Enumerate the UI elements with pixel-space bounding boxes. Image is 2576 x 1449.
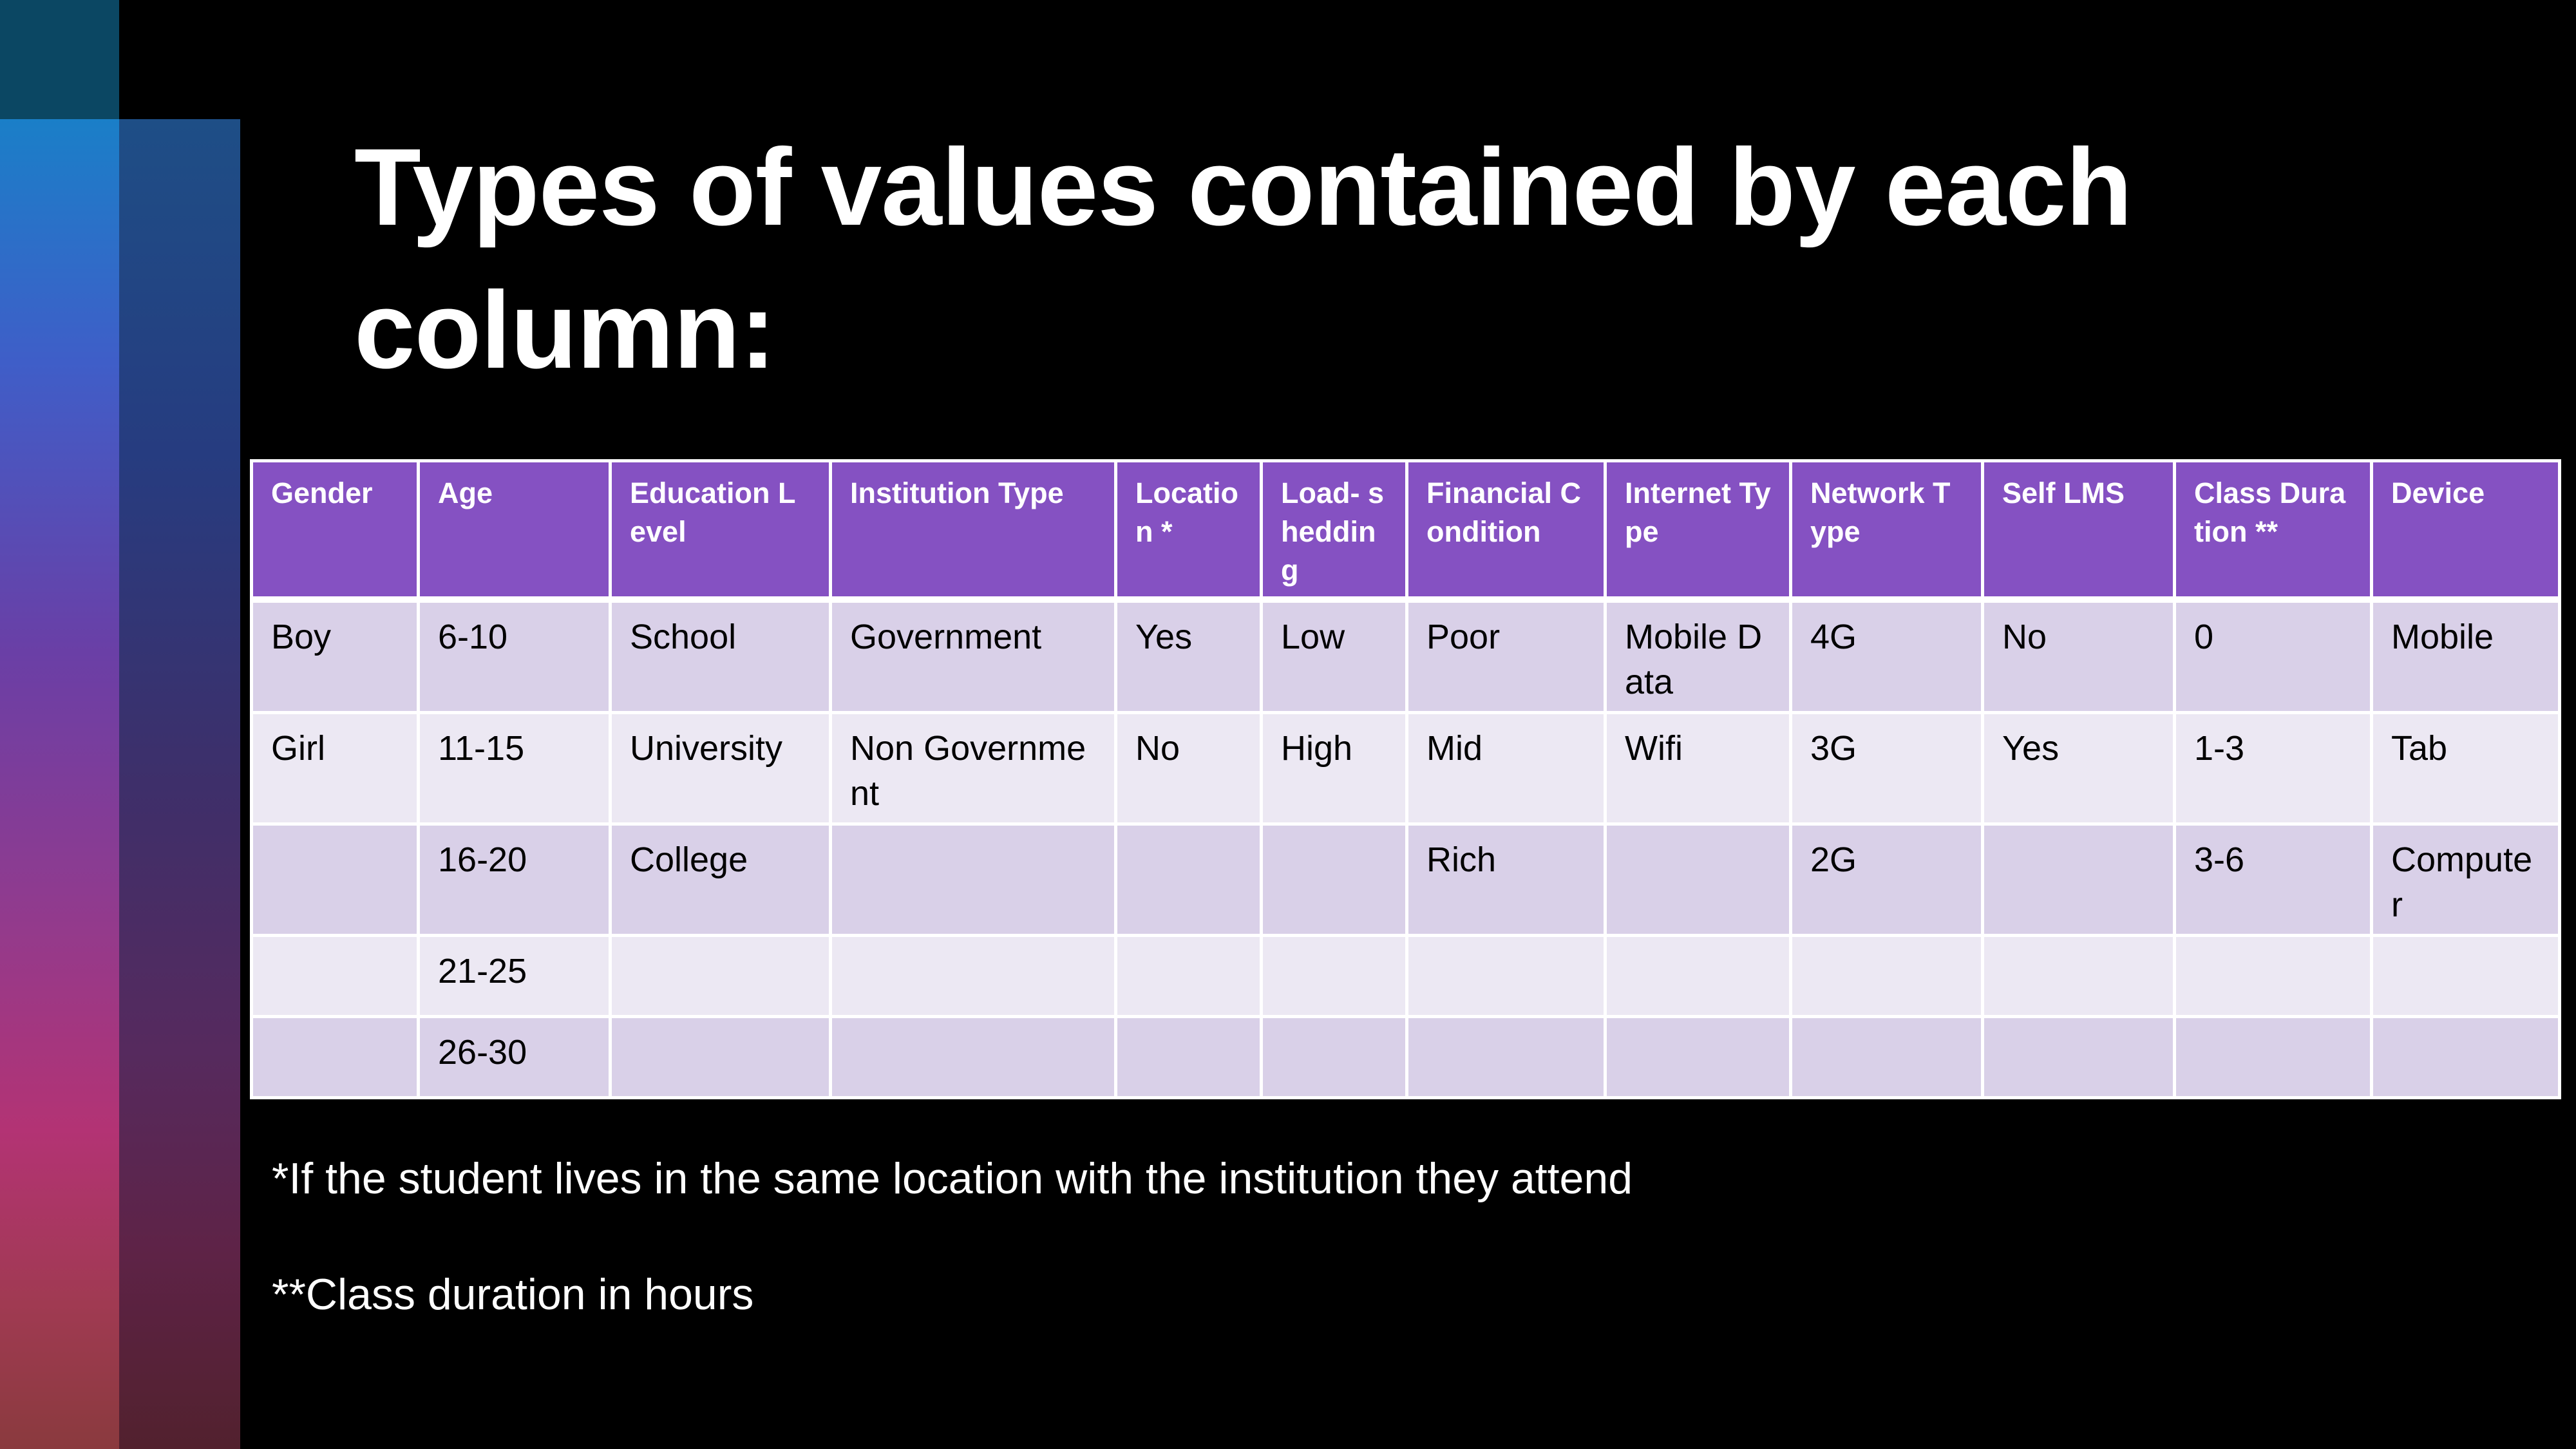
table-cell: 6-10 (417, 598, 612, 714)
table-cell: Rich (1405, 822, 1607, 937)
table-header-row: Gender Age Education Level Institution T… (250, 459, 2561, 603)
table-cell (1260, 1015, 1408, 1099)
table-cell: 26-30 (417, 1015, 612, 1099)
table-row: 26-30 (250, 1015, 2561, 1099)
footnote-location: *If the student lives in the same locati… (272, 1154, 1633, 1203)
table-cell: Government (829, 598, 1117, 714)
table-cell (1405, 934, 1607, 1018)
table-cell (2173, 934, 2373, 1018)
table-cell: Yes (1114, 598, 1263, 714)
table-cell: 0 (2173, 598, 2373, 714)
table-cell: High (1260, 711, 1408, 826)
header-gender: Gender (250, 459, 420, 603)
table-cell (609, 934, 832, 1018)
table-cell (2370, 934, 2561, 1018)
table-cell (250, 934, 420, 1018)
decorative-bar-top-block (0, 0, 119, 119)
table-cell: 3G (1789, 711, 1984, 826)
table-cell: Boy (250, 598, 420, 714)
header-location: Locatio n * (1114, 459, 1263, 603)
header-load-shedding: Load- sheddin g (1260, 459, 1408, 603)
table-cell: College (609, 822, 832, 937)
table-cell: No (1981, 598, 2176, 714)
table-cell: Mid (1405, 711, 1607, 826)
table-cell (829, 934, 1117, 1018)
header-network-type: Network Type (1789, 459, 1984, 603)
table-cell: 11-15 (417, 711, 612, 826)
decorative-gradient-bar-inner (119, 119, 240, 1449)
table-cell (1260, 822, 1408, 937)
table-cell: Yes (1981, 711, 2176, 826)
table-cell: 3-6 (2173, 822, 2373, 937)
header-self-lms: Self LMS (1981, 459, 2176, 603)
table-cell: No (1114, 711, 1263, 826)
table-cell (1114, 1015, 1263, 1099)
table-cell: Tab (2370, 711, 2561, 826)
table-cell (1604, 934, 1792, 1018)
header-age: Age (417, 459, 612, 603)
values-table: Gender Age Education Level Institution T… (250, 459, 2561, 1099)
table-cell (1260, 934, 1408, 1018)
table-row: 21-25 (250, 934, 2561, 1018)
table-cell: Mobile Data (1604, 598, 1792, 714)
table-cell (2370, 1015, 2561, 1099)
header-institution-type: Institution Type (829, 459, 1117, 603)
footnote-class-duration: **Class duration in hours (272, 1270, 754, 1319)
header-education-level: Education Level (609, 459, 832, 603)
table-cell: Poor (1405, 598, 1607, 714)
table-cell: 1-3 (2173, 711, 2373, 826)
table-cell (1789, 934, 1984, 1018)
header-device: Device (2370, 459, 2561, 603)
table-cell: Mobile (2370, 598, 2561, 714)
table-cell (250, 822, 420, 937)
table-cell: School (609, 598, 832, 714)
table-cell (1789, 1015, 1984, 1099)
table-cell (1405, 1015, 1607, 1099)
table-cell: University (609, 711, 832, 826)
table-cell: Girl (250, 711, 420, 826)
table-cell: 21-25 (417, 934, 612, 1018)
table-row: Boy 6-10 School Government Yes Low Poor … (250, 598, 2561, 714)
header-class-duration: Class Duration ** (2173, 459, 2373, 603)
table-cell (1114, 934, 1263, 1018)
table-cell (829, 1015, 1117, 1099)
table-cell: 16-20 (417, 822, 612, 937)
table-cell: Compute r (2370, 822, 2561, 937)
header-internet-type: Internet Type (1604, 459, 1792, 603)
table-cell: Low (1260, 598, 1408, 714)
table-cell: Wifi (1604, 711, 1792, 826)
table-cell: 2G (1789, 822, 1984, 937)
decorative-gradient-bar (0, 0, 119, 1449)
header-financial-condition: Financial Condition (1405, 459, 1607, 603)
table-cell (1114, 822, 1263, 937)
table-cell (1604, 1015, 1792, 1099)
table-cell (250, 1015, 420, 1099)
table-cell: 4G (1789, 598, 1984, 714)
table-cell (1981, 1015, 2176, 1099)
table-cell: Non Government (829, 711, 1117, 826)
table-cell (609, 1015, 832, 1099)
table-row: Girl 11-15 University Non Government No … (250, 711, 2561, 826)
table-cell (1981, 934, 2176, 1018)
table-row: 16-20 College Rich 2G 3-6 Compute r (250, 822, 2561, 937)
table-cell (2173, 1015, 2373, 1099)
table-cell (1981, 822, 2176, 937)
table-cell (1604, 822, 1792, 937)
table-cell (829, 822, 1117, 937)
slide-title: Types of values contained by each column… (354, 126, 2132, 392)
